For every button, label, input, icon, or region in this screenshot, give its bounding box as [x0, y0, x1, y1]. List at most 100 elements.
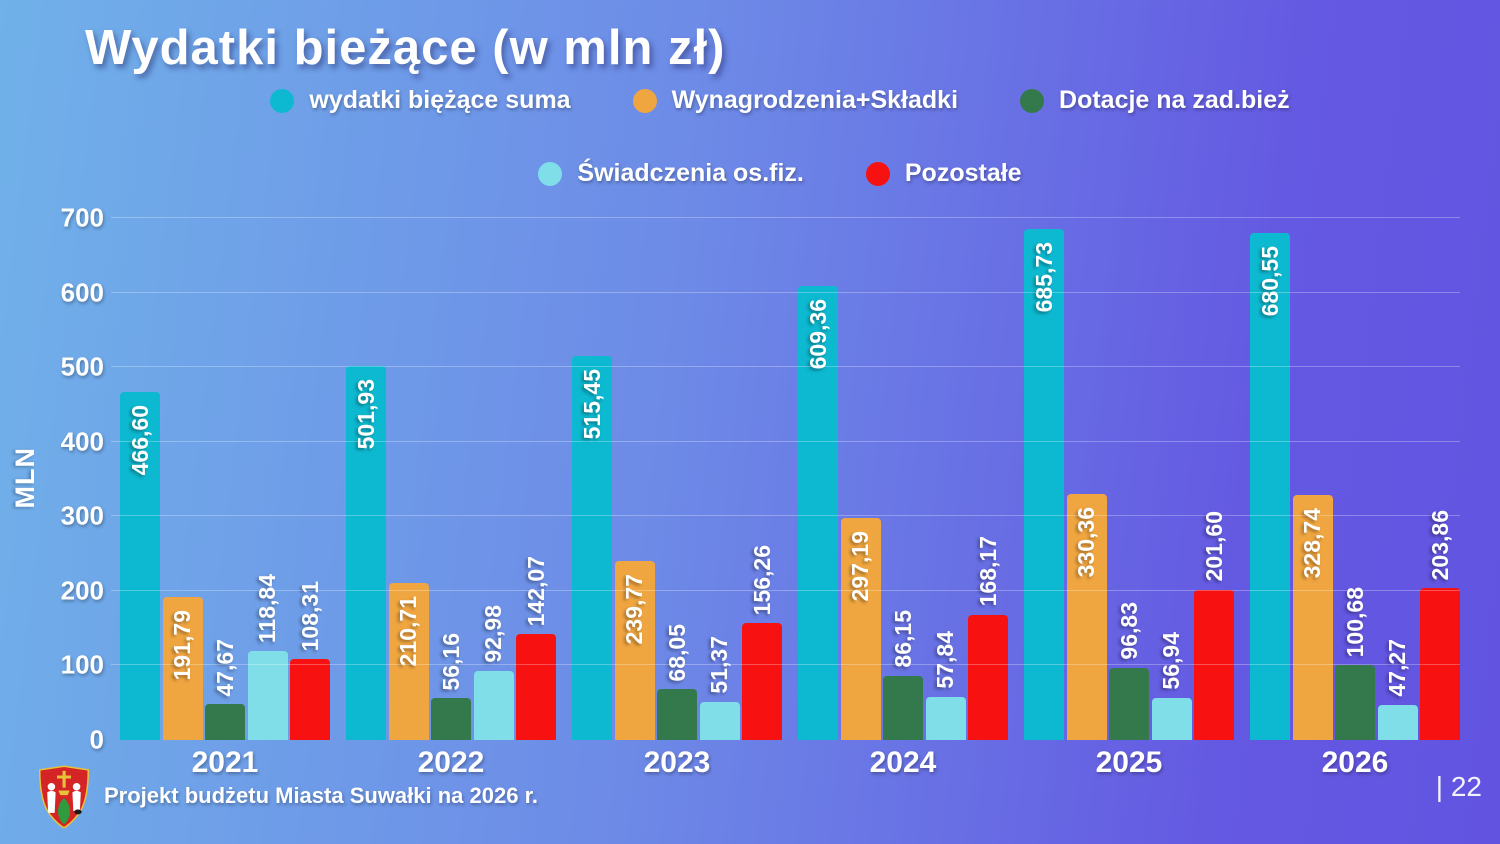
bar: 118,84: [247, 574, 288, 740]
legend-dot-icon: [865, 161, 890, 186]
bar: 51,37: [699, 636, 740, 740]
bar-group: 501,93 210,71 56,16 92,98 142,07 2022: [346, 218, 556, 779]
gridline: [111, 515, 1460, 517]
bar-value-label: 47,67: [211, 638, 238, 697]
x-axis-label: 2021: [191, 746, 259, 779]
legend-dot-icon: [270, 88, 295, 113]
bar-value-label: 96,83: [1115, 602, 1142, 660]
y-tick-label: 0: [89, 724, 104, 755]
bar: 609,36: [798, 285, 838, 740]
bar: 515,45: [572, 355, 612, 740]
x-axis-label: 2023: [643, 746, 711, 779]
bar-value-label: 203,86: [1426, 509, 1453, 580]
bar-value-label: 685,73: [1030, 241, 1057, 313]
bar-value-label: 68,05: [663, 623, 690, 682]
footer-text: Projekt budżetu Miasta Suwałki na 2026 r…: [104, 783, 539, 808]
chart-legend: wydatki biężące suma Wynagrodzenia+Składk…: [60, 86, 1500, 188]
saint-right-head: [72, 783, 81, 791]
x-axis-label: 2022: [417, 746, 485, 779]
y-tick-label: 200: [60, 575, 104, 606]
chart-title: Wydatki bieżące (w mln zł): [85, 21, 726, 75]
cross-icon: [62, 770, 66, 788]
bar-value-label: 156,26: [748, 545, 775, 616]
legend-item: wydatki biężące suma: [270, 86, 571, 115]
bar-value-label: 201,60: [1200, 511, 1227, 582]
bar: 68,05: [657, 624, 697, 740]
bar: 210,71: [388, 582, 429, 740]
page-number: | 22: [1435, 771, 1482, 802]
y-tick-label: 400: [60, 426, 104, 457]
y-tick-label: 100: [60, 649, 104, 680]
bar-value-label: 100,68: [1341, 586, 1368, 657]
bar-value-label: 56,16: [437, 632, 464, 691]
bar: 680,55: [1250, 232, 1290, 740]
legend-label: Wynagrodzenia+Składki: [671, 86, 959, 114]
bar: 92,98: [473, 605, 514, 740]
bar-group: 515,45 239,77 68,05 51,37 156,26 2023: [572, 218, 782, 779]
bar: 86,15: [883, 610, 923, 740]
bar-value-label: 501,93: [352, 378, 379, 450]
bar-value-label: 191,79: [169, 609, 195, 681]
x-axis-label: 2026: [1321, 746, 1389, 779]
bar-group: 680,55 328,74 100,68 47,27 203,86 2026: [1250, 218, 1460, 779]
bar: 203,86: [1420, 510, 1460, 740]
green-mound: [58, 797, 70, 825]
bar: 56,16: [431, 633, 471, 740]
bar-value-label: 168,17: [974, 536, 1001, 607]
gridline: [111, 440, 1460, 442]
legend-item: Świadczenia os.fiz.: [538, 159, 804, 188]
bar-value-label: 108,31: [296, 580, 323, 652]
y-tick-label: 300: [60, 500, 104, 531]
bar: 57,84: [925, 631, 966, 740]
legend-label: Świadczenia os.fiz.: [577, 159, 804, 187]
bar-value-label: 118,84: [254, 574, 280, 644]
gridline: [111, 217, 1460, 218]
y-tick-label: 600: [60, 277, 104, 308]
y-axis: 0 100 200 300 400 500 600 700: [0, 203, 104, 755]
bar: 96,83: [1109, 602, 1149, 740]
bar-value-label: 239,77: [621, 574, 647, 645]
gridline: [111, 664, 1460, 666]
bar-value-label: 515,45: [578, 368, 605, 439]
bar-value-label: 57,84: [932, 631, 958, 689]
bar: 330,36: [1066, 493, 1107, 740]
y-tick-label: 700: [60, 202, 104, 233]
bar: 142,07: [516, 556, 556, 740]
plot-area: 466,60 191,79 47,67 118,84 108,31 2021 501,93 2…: [111, 217, 1460, 779]
bar: 466,60: [120, 392, 160, 740]
x-axis-label: 2024: [869, 746, 937, 779]
gridline: [111, 366, 1460, 368]
legend-dot-icon: [632, 88, 657, 113]
bar-value-label: 56,94: [1158, 631, 1184, 690]
bar: 100,68: [1335, 587, 1375, 740]
bar-value-label: 142,07: [522, 555, 549, 627]
gridline: [111, 291, 1460, 293]
saint-left-head: [47, 783, 56, 791]
boar-icon: [74, 809, 82, 815]
suwalki-coat-of-arms: [38, 765, 90, 829]
legend-label: Dotacje na zad.bież: [1059, 86, 1290, 114]
bar-value-label: 609,36: [804, 298, 831, 369]
bar: 47,67: [205, 639, 245, 740]
bar: 47,27: [1377, 639, 1418, 740]
bar-value-label: 328,74: [1299, 507, 1325, 579]
saint-right-body: [72, 790, 81, 811]
x-axis-label: 2025: [1095, 746, 1163, 779]
bar-group: 609,36 297,19 86,15 57,84 168,17 2024: [798, 218, 1008, 779]
crown-icon: [58, 790, 70, 796]
bar: 156,26: [742, 545, 782, 740]
legend-label: Pozostałe: [904, 159, 1022, 187]
y-axis-label: MLN: [10, 447, 40, 509]
bar-value-label: 330,36: [1073, 506, 1099, 578]
bar-group: 685,73 330,36 96,83 56,94 201,60 2025: [1024, 218, 1234, 779]
y-tick-label: 500: [60, 351, 104, 382]
cross-icon: [57, 775, 71, 779]
legend-item: Pozostałe: [865, 159, 1022, 188]
legend-label: wydatki biężące suma: [309, 86, 571, 114]
saint-left-body: [47, 790, 56, 813]
bar: 191,79: [162, 596, 203, 740]
legend-item: Dotacje na zad.bież: [1020, 86, 1290, 115]
bar-groups: 466,60 191,79 47,67 118,84 108,31 2021 501,93 2…: [120, 218, 1460, 779]
bar-value-label: 92,98: [480, 605, 506, 663]
bar: 239,77: [614, 561, 655, 740]
